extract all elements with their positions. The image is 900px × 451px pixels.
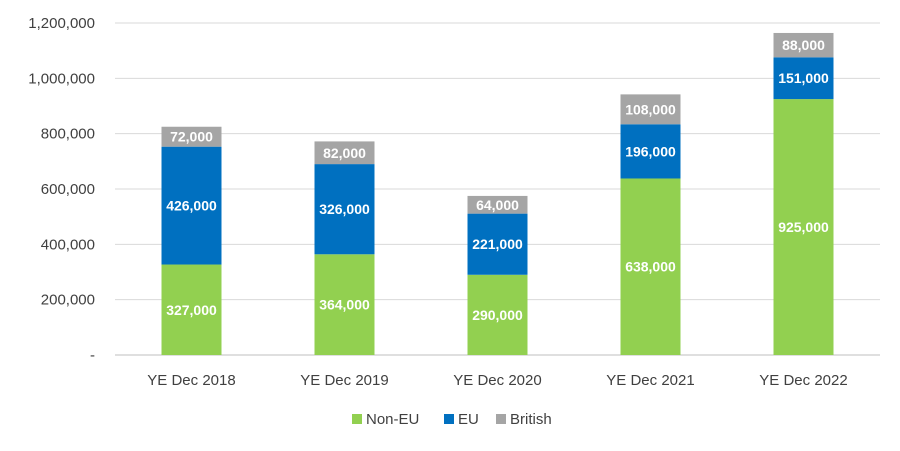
bar-segment-eu [773,57,834,100]
bar-segment-british [161,126,222,147]
data-label: 290,000 [472,307,523,323]
data-label: 327,000 [166,302,217,318]
y-axis: - 200,000 400,000 600,000 800,000 1,000,000 1,… [28,15,95,364]
bar-segment-non-eu [161,264,222,355]
y-tick-label: - [90,347,95,364]
x-tick-label: YE Dec 2018 [147,372,235,389]
data-label: 88,000 [782,37,825,53]
bar-segment-non-eu [773,99,834,355]
x-tick-label: YE Dec 2020 [453,372,541,389]
x-tick-label: YE Dec 2022 [759,372,847,389]
bar-segment-british [620,94,681,125]
y-tick-label: 800,000 [41,126,95,143]
y-tick-label: 400,000 [41,236,95,253]
data-label: 151,000 [778,70,829,86]
legend-swatch [352,414,362,424]
bar-segment-non-eu [620,178,681,355]
legend: Non-EU EU British [352,411,552,428]
x-axis: YE Dec 2018 YE Dec 2019 YE Dec 2020 YE Dec … [147,372,847,389]
data-label: 638,000 [625,259,676,275]
data-label: 426,000 [166,198,217,214]
data-label: 221,000 [472,236,523,252]
legend-label: EU [458,411,479,428]
legend-label: Non-EU [366,411,419,428]
bar-segment-eu [314,164,375,255]
bar-segment-non-eu [314,254,375,355]
data-label: 326,000 [319,201,370,217]
bars: 327,000 426,000 72,000 364,000 326,000 82,000… [161,32,834,355]
data-label: 82,000 [323,145,366,161]
bar-segment-british [467,195,528,214]
legend-label: British [510,411,552,428]
data-label: 108,000 [625,101,676,117]
x-tick-label: YE Dec 2021 [606,372,694,389]
bar-segment-eu [161,146,222,265]
data-label: 72,000 [170,129,213,145]
bar-segment-british [314,141,375,165]
data-label: 64,000 [476,197,519,213]
bar-segment-non-eu [467,274,528,355]
x-tick-label: YE Dec 2019 [300,372,388,389]
y-tick-label: 600,000 [41,181,95,198]
bar-segment-eu [620,124,681,179]
data-label: 925,000 [778,219,829,235]
y-tick-label: 200,000 [41,292,95,309]
legend-swatch [444,414,454,424]
y-tick-label: 1,200,000 [28,15,95,32]
data-label: 364,000 [319,297,370,313]
data-label: 196,000 [625,143,676,159]
y-tick-label: 1,000,000 [28,70,95,87]
legend-swatch [496,414,506,424]
bar-segment-eu [467,213,528,275]
bar-segment-british [773,32,834,58]
